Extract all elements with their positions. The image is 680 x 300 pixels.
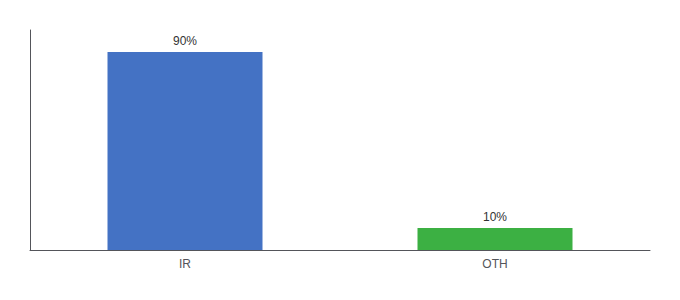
svg-text:IR: IR — [179, 257, 191, 271]
svg-text:OTH: OTH — [482, 257, 507, 271]
svg-text:10%: 10% — [483, 210, 507, 224]
svg-text:90%: 90% — [173, 34, 197, 48]
